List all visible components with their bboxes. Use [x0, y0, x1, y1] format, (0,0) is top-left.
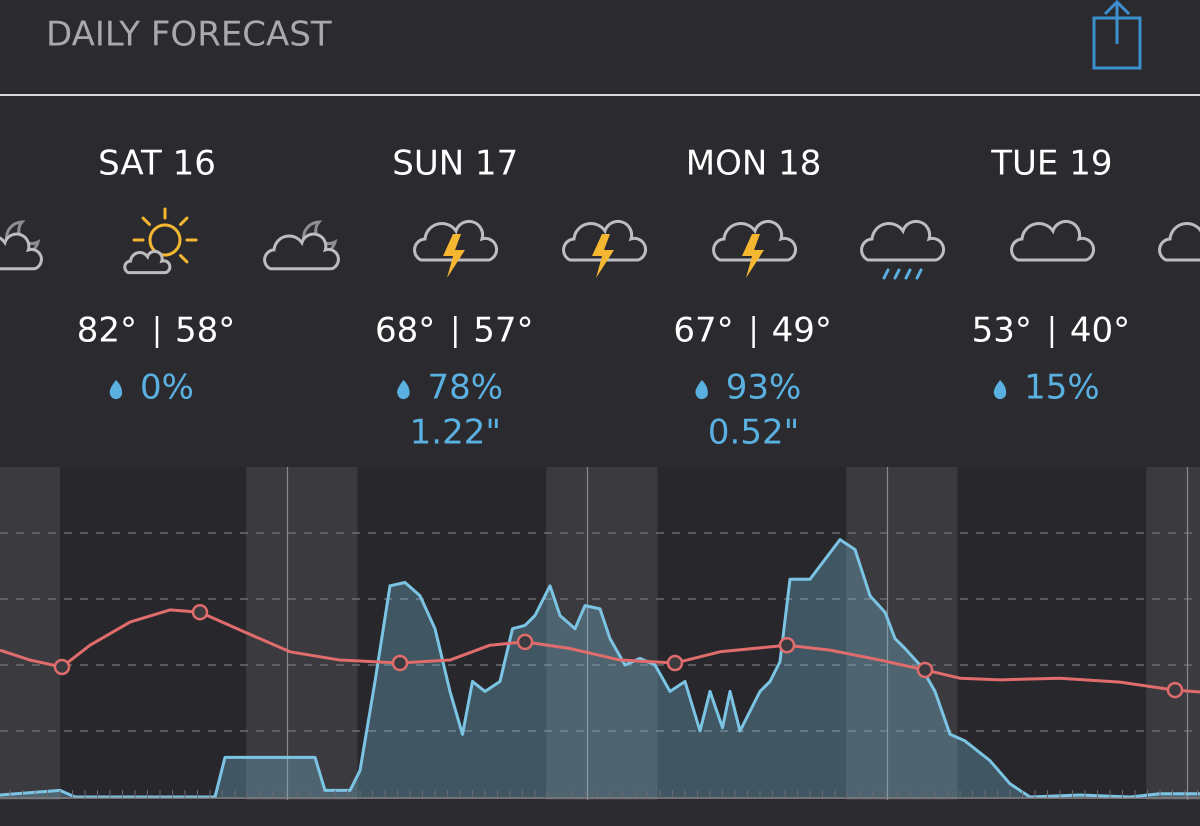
precip-chance: 15% — [1024, 368, 1100, 408]
precip-amount: 0.52" — [708, 413, 799, 453]
drop-icon — [397, 380, 410, 400]
temperature-marker — [391, 654, 409, 672]
cloud — [123, 249, 172, 275]
low-temp: 58° — [175, 311, 235, 351]
share-button[interactable] — [1092, 0, 1142, 70]
weather-icon — [263, 220, 340, 271]
lightning — [592, 234, 614, 278]
precip-chance: 93% — [726, 368, 802, 408]
cloud — [263, 232, 340, 271]
weather-icon — [562, 219, 648, 278]
cloud — [413, 219, 499, 262]
temperature-marker — [916, 661, 934, 679]
weather-icon — [123, 207, 198, 275]
temperature-marker — [778, 636, 796, 654]
night-band — [0, 467, 60, 826]
night-band — [246, 467, 358, 826]
raindrop — [882, 268, 890, 280]
weather-icon — [1158, 222, 1200, 262]
weather-icon — [413, 219, 499, 278]
low-temp: 40° — [1070, 311, 1130, 351]
night-band — [1146, 467, 1200, 826]
temperature-marker — [666, 654, 684, 672]
day-label: SAT 16 — [98, 144, 216, 184]
high-temp: 82° — [77, 311, 137, 351]
header-title: DAILY FORECAST — [46, 15, 332, 55]
cloud — [0, 232, 43, 271]
high-temp: 53° — [972, 311, 1032, 351]
day-label: TUE 19 — [990, 144, 1112, 184]
day-label: MON 18 — [686, 144, 822, 184]
lightning — [742, 234, 764, 278]
sun-ray — [179, 216, 189, 226]
day-label: SUN 17 — [392, 144, 518, 184]
sun-ray — [179, 254, 189, 264]
high-temp: 68° — [375, 311, 435, 351]
precip-chance: 78% — [428, 368, 504, 408]
precip-chance: 0% — [140, 368, 194, 408]
weather-icon — [1010, 219, 1096, 262]
drop-icon — [109, 380, 123, 400]
temperature-marker — [53, 658, 71, 676]
temperature-marker — [1166, 681, 1184, 699]
raindrop — [904, 268, 912, 280]
drop-icon — [993, 380, 1007, 400]
cloud — [562, 219, 648, 262]
cloud — [860, 219, 946, 262]
sun — [148, 223, 182, 257]
temperature-marker — [516, 633, 534, 651]
temperature-marker — [191, 603, 209, 621]
precip-amount: 1.22" — [410, 413, 501, 453]
low-temp: 57° — [473, 311, 533, 351]
footer — [0, 800, 1200, 826]
precip-area — [0, 539, 1200, 797]
temperature-line — [0, 608, 1200, 694]
drop-icon — [695, 380, 708, 400]
cloud — [1010, 219, 1096, 262]
low-temp: 49° — [772, 311, 832, 351]
sun-ray — [141, 216, 151, 226]
cloud — [712, 219, 798, 262]
high-temp: 67° — [673, 311, 733, 351]
raindrop — [893, 268, 901, 280]
weather-icon — [0, 220, 43, 271]
weather-icon — [860, 219, 946, 280]
raindrop — [915, 268, 923, 280]
lightning — [443, 234, 465, 278]
cloud — [1158, 222, 1200, 262]
weather-icon — [712, 219, 798, 278]
